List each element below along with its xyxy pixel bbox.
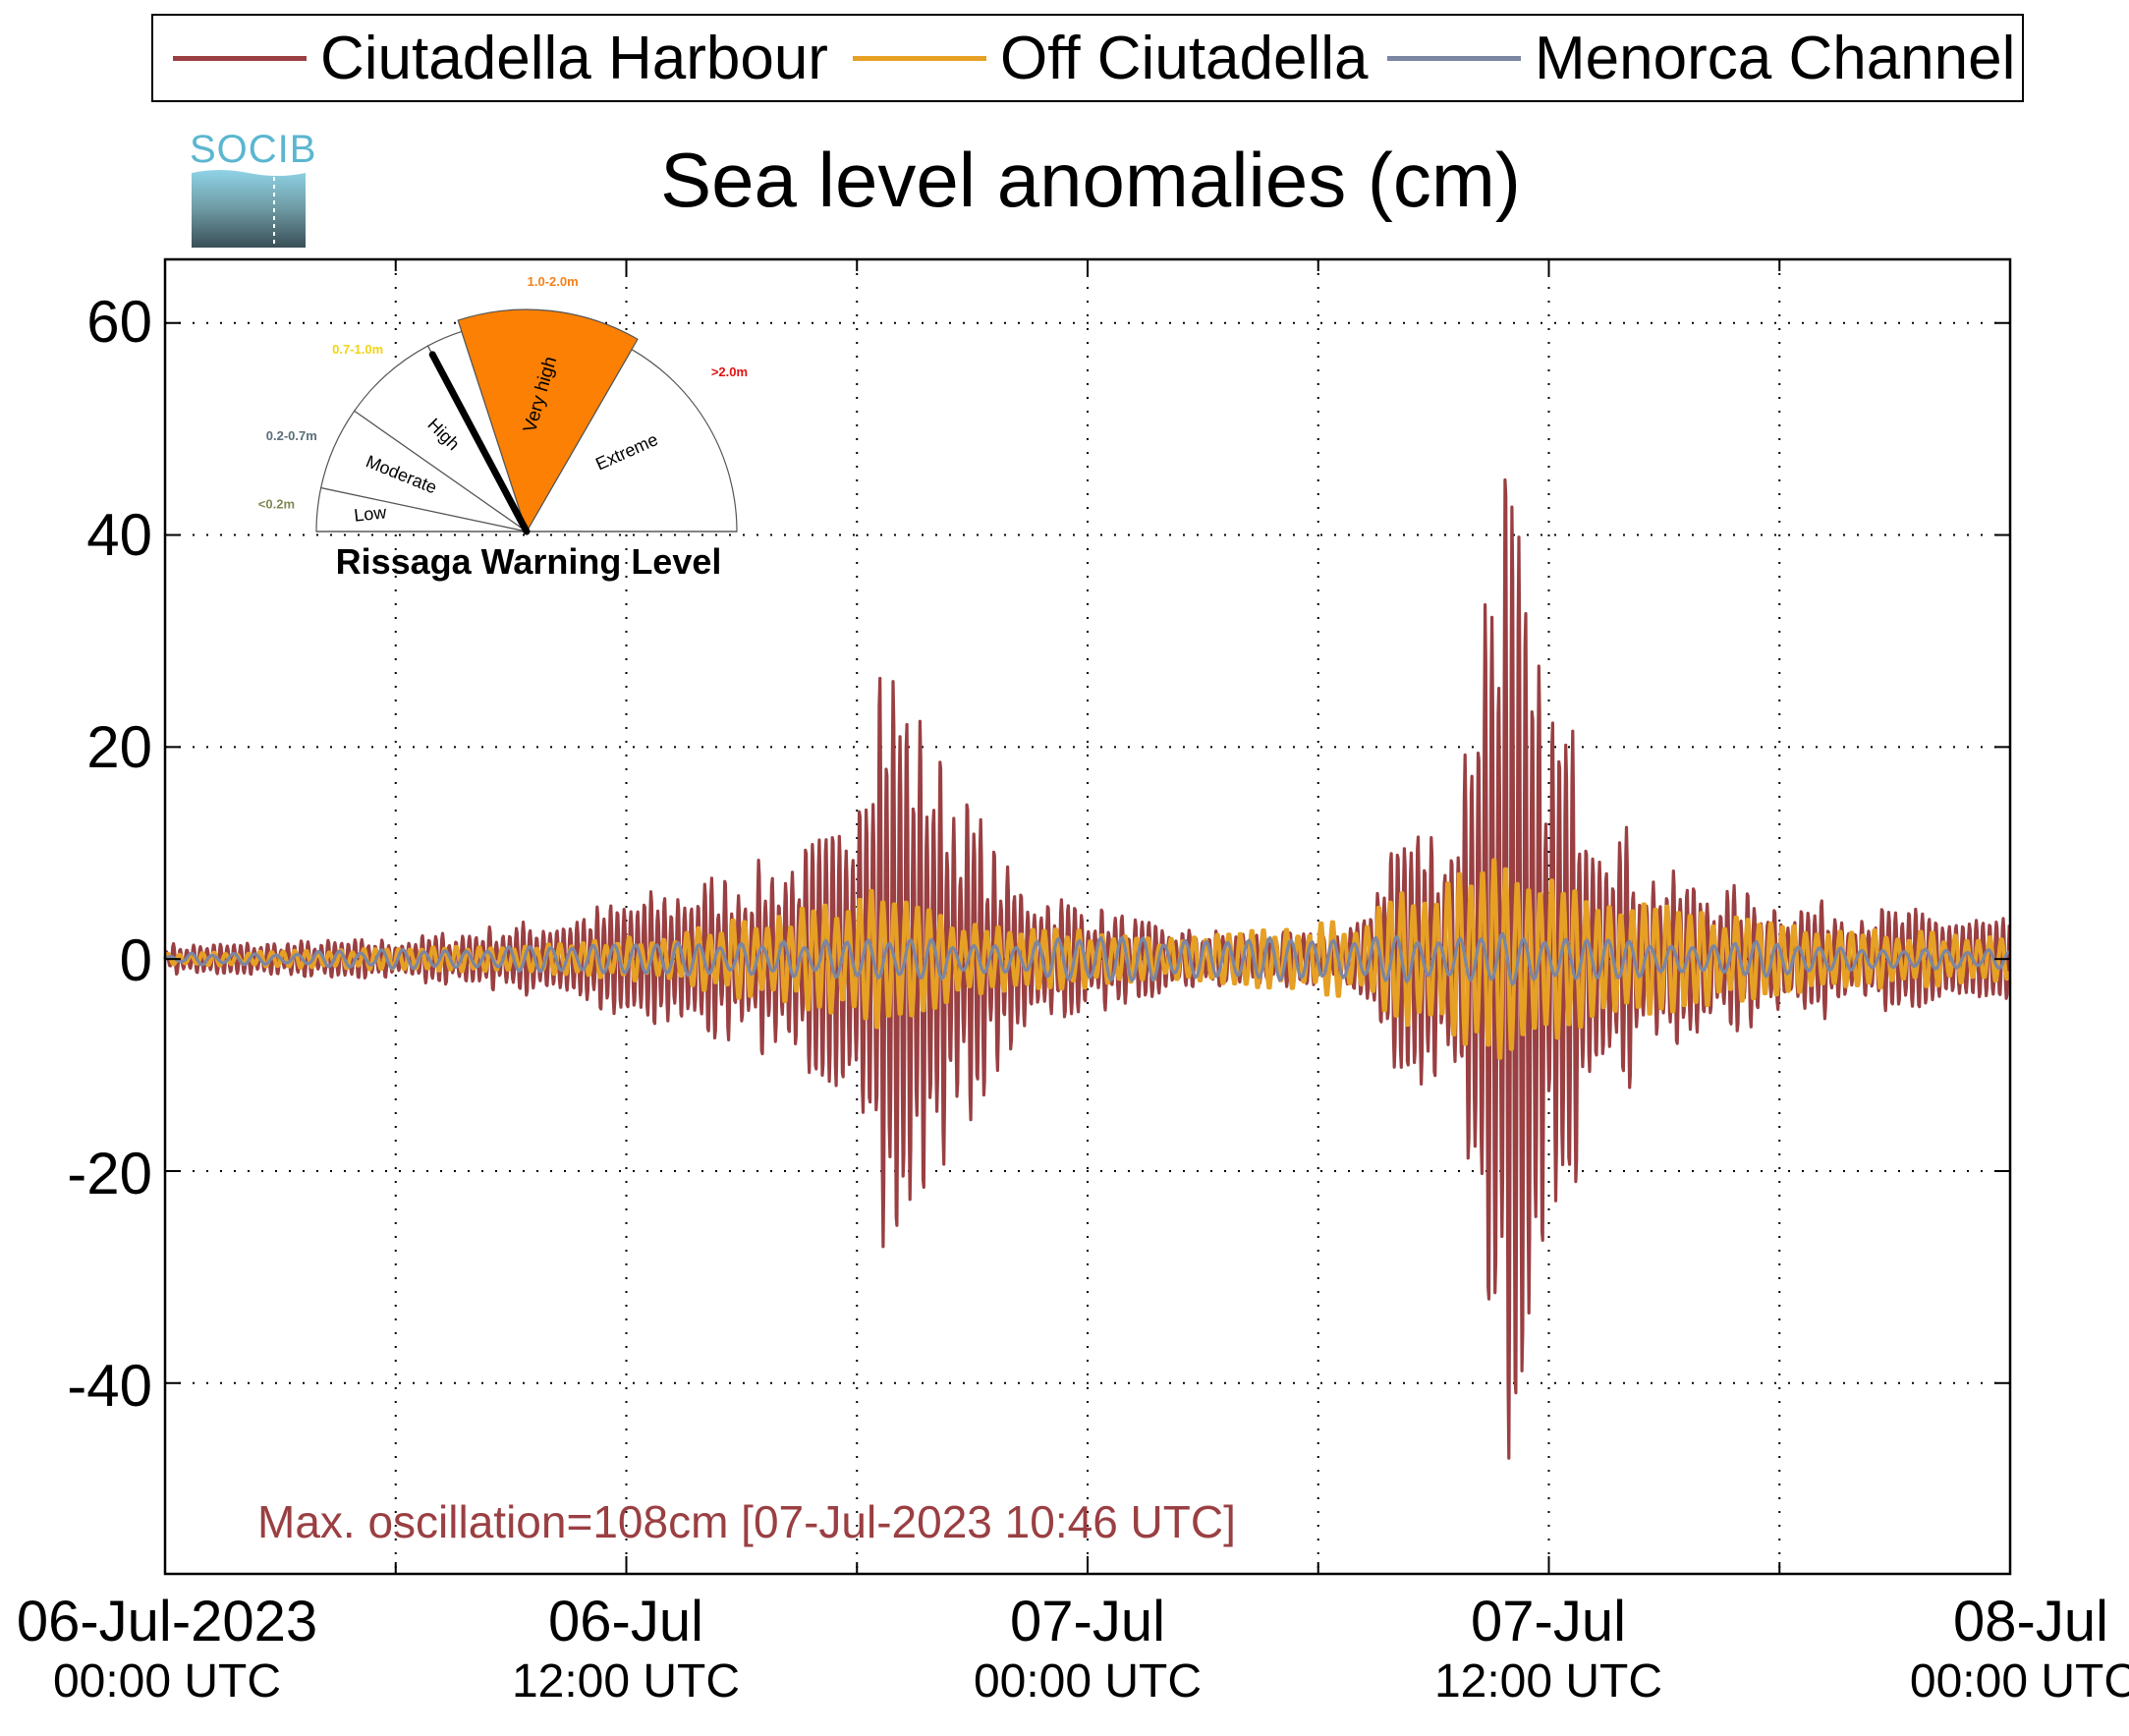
legend-label: Off Ciutadella (1000, 24, 1369, 92)
axis-ticks (164, 259, 2011, 1574)
x-tick-label: 07-Jul 00:00 UTC (891, 1592, 1284, 1709)
chart-title: Sea level anomalies (cm) (660, 137, 1521, 223)
series-group (163, 477, 2011, 1460)
x-tick-time: 00:00 UTC (973, 1655, 1203, 1708)
legend-swatch-off-ciutadella (853, 55, 986, 61)
legend-swatch-ciutadella-harbour (173, 55, 307, 61)
y-tick-label: 60 (86, 289, 152, 355)
gauge-sector-label: Low (353, 502, 388, 525)
max-oscillation-annotation: Max. oscillation=108cm [07-Jul-2023 10:4… (257, 1496, 1236, 1547)
x-tick-label: 06-Jul-2023 00:00 UTC (0, 1592, 364, 1709)
legend-item-menorca-channel: Menorca Channel (1387, 16, 2015, 100)
gauge-sector (525, 348, 738, 532)
x-tick-time: 00:00 UTC (1909, 1655, 2129, 1708)
gauge-sector (353, 345, 528, 532)
gauge-sector-active (457, 308, 639, 533)
x-tick-time: 12:00 UTC (1433, 1655, 1663, 1708)
gauge-range-label: >2.0m (711, 364, 748, 379)
legend-swatch-menorca-channel (1387, 55, 1521, 61)
gauge-range-label: 0.2-0.7m (266, 428, 317, 443)
x-tick-date: 07-Jul (1010, 1590, 1165, 1653)
y-tick-label: 40 (86, 502, 152, 568)
x-tick-date: 08-Jul (1953, 1590, 2108, 1653)
legend-item-ciutadella-harbour: Ciutadella Harbour (173, 16, 828, 100)
gauge-range-label: <0.2m (258, 497, 295, 512)
x-tick-time: 00:00 UTC (52, 1655, 282, 1708)
socib-logo: SOCIB (190, 128, 317, 248)
legend-item-off-ciutadella: Off Ciutadella (853, 16, 1369, 100)
y-tick-label: -20 (67, 1141, 152, 1206)
x-tick-label: 06-Jul 12:00 UTC (429, 1592, 822, 1709)
x-tick-time: 12:00 UTC (511, 1655, 741, 1708)
gauge-needle (428, 351, 531, 535)
x-tick-date: 06-Jul-2023 (16, 1590, 318, 1653)
gauge-range-label: 0.7-1.0m (332, 342, 383, 357)
y-tick-label: 0 (119, 927, 152, 993)
x-tick-date: 06-Jul (548, 1590, 703, 1653)
legend-label: Menorca Channel (1535, 24, 2016, 92)
x-tick-label: 07-Jul 12:00 UTC (1352, 1592, 1745, 1709)
series-line-menorca-channel (164, 931, 2011, 986)
x-tick-date: 07-Jul (1471, 1590, 1626, 1653)
y-tick-label: -40 (67, 1353, 152, 1419)
chart-legend: Ciutadella Harbour Off Ciutadella Menorc… (151, 14, 2024, 102)
x-tick-label: 08-Jul 00:00 UTC (1745, 1592, 2129, 1709)
logo-text: SOCIB (190, 128, 317, 171)
y-tick-label: 20 (86, 714, 152, 780)
gauge-title: Rissaga Warning Level (336, 541, 722, 582)
legend-label: Ciutadella Harbour (320, 24, 828, 92)
logo-wave-icon (192, 170, 306, 248)
gauge-range-label: 1.0-2.0m (528, 274, 579, 289)
